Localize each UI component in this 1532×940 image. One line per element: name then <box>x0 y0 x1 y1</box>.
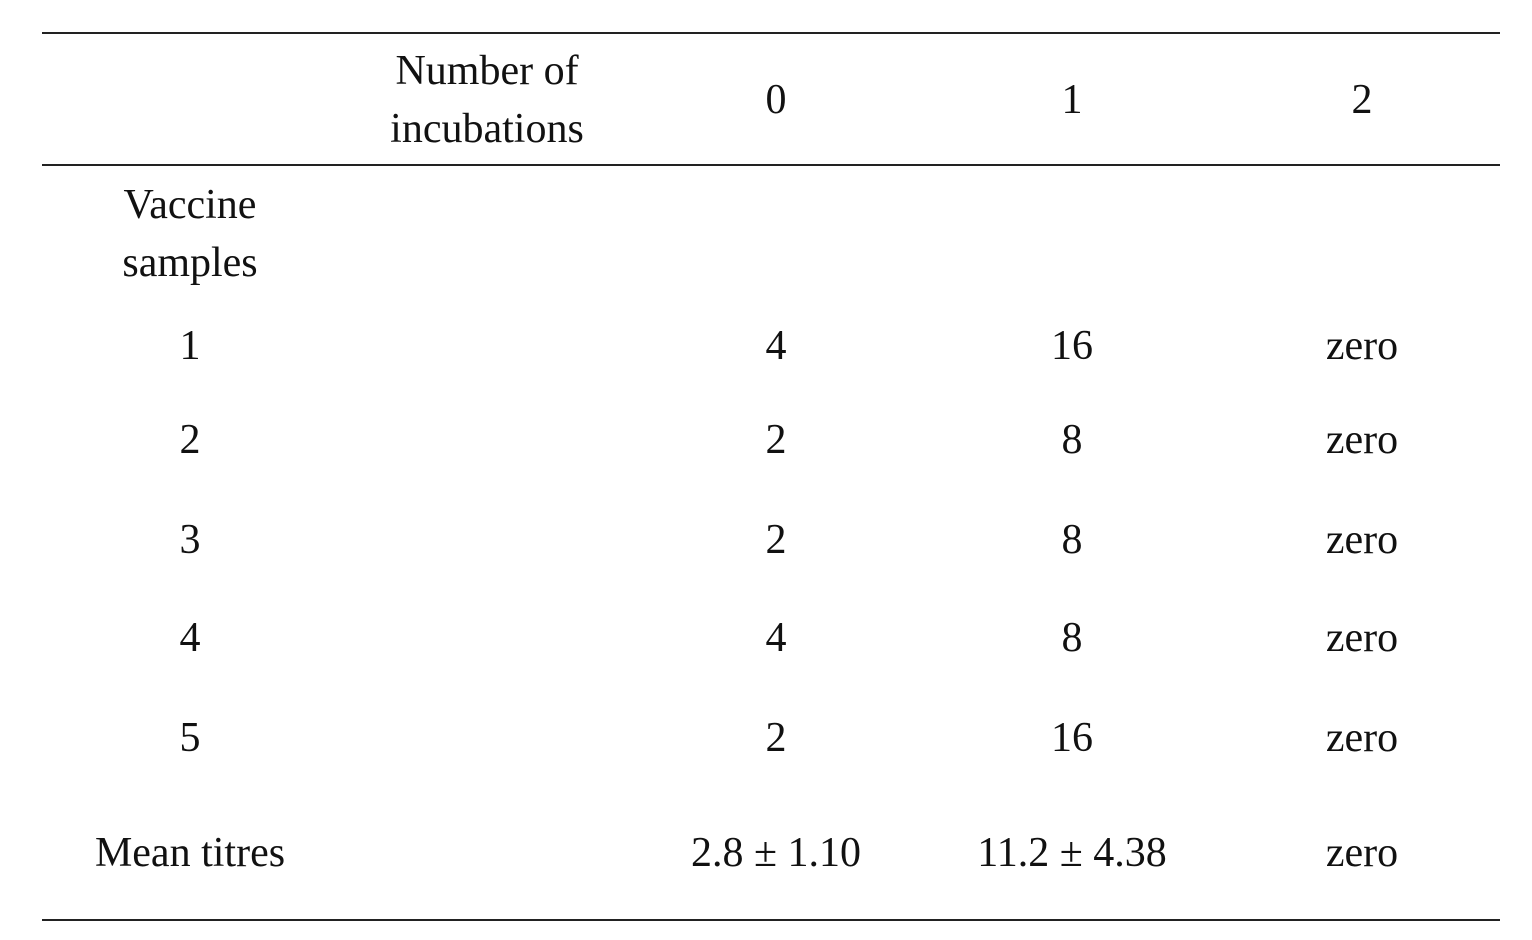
row-label: 5 <box>179 715 201 761</box>
header-cell: 0 <box>765 77 787 123</box>
table-cell: 8 <box>1061 615 1083 661</box>
table-cell: zero <box>1325 715 1399 761</box>
table-cell: 4 <box>765 615 787 661</box>
table-cell: zero <box>1325 830 1399 876</box>
table-cell: 16 <box>1051 715 1093 761</box>
table-cell: 2 <box>765 715 787 761</box>
table-cell: 2 <box>765 517 787 563</box>
bottom-rule <box>42 919 1500 921</box>
table-cell: 16 <box>1051 323 1093 369</box>
table-cell: 4 <box>765 323 787 369</box>
table-cell: zero <box>1325 615 1399 661</box>
table-cell: 11.2 ± 4.38 <box>977 830 1167 876</box>
row-label: Mean titres <box>94 830 286 876</box>
table-cell: 8 <box>1061 517 1083 563</box>
table-cell: zero <box>1325 517 1399 563</box>
header-rule <box>42 164 1500 166</box>
row-label: 3 <box>179 517 201 563</box>
header-cell: Number of incubations <box>390 48 584 152</box>
table-cell: 8 <box>1061 417 1083 463</box>
table-cell: 2 <box>765 417 787 463</box>
header-cell: 2 <box>1351 77 1373 123</box>
table-cell: zero <box>1325 417 1399 463</box>
row-label: 4 <box>179 615 201 661</box>
table-cell: zero <box>1325 323 1399 369</box>
row-label: 2 <box>179 417 201 463</box>
group-label: Vaccine samples <box>122 182 258 286</box>
header-cell: 1 <box>1061 77 1083 123</box>
row-label: 1 <box>179 323 201 369</box>
table-cell: 2.8 ± 1.10 <box>690 830 862 876</box>
top-rule <box>42 32 1500 34</box>
